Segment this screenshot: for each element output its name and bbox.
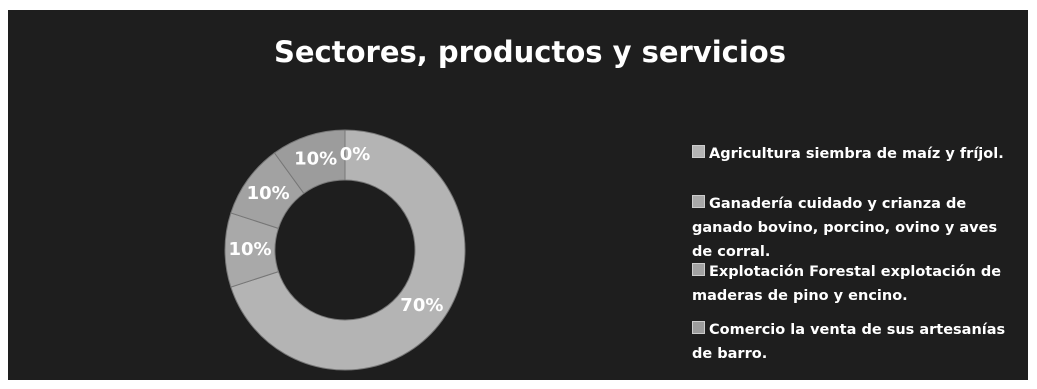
legend-entry: Comercio la venta de sus artesanías de b…	[692, 318, 1012, 366]
data-label: 10%	[247, 183, 290, 204]
legend-label: Agricultura siembra de maíz y fríjol.	[709, 146, 1004, 162]
chart: Sectores, productos y servicios 70%10%10…	[224, 35, 786, 371]
legend-swatch	[692, 321, 705, 334]
donut-slice	[230, 129, 466, 371]
legend-label: Comercio la venta de sus artesanías de b…	[692, 322, 1006, 362]
data-label: 10%	[294, 149, 337, 170]
chart-area: Sectores, productos y servicios 70% 10% 10…	[8, 10, 1028, 380]
legend-entry: Explotación Forestal explotación de made…	[692, 260, 1012, 308]
chart-title: Sectores, productos y servicios	[274, 35, 786, 69]
data-label: 10%	[228, 239, 271, 260]
legend-swatch	[692, 145, 705, 158]
legend-label: Explotación Forestal explotación de made…	[692, 264, 1002, 304]
data-label: 70%	[400, 295, 443, 316]
legend-entry: Ganadería cuidado y crianza de ganado bo…	[692, 192, 1012, 264]
legend-swatch	[692, 263, 705, 276]
data-label: 0%	[340, 144, 371, 165]
legend-swatch	[692, 195, 705, 208]
legend-label: Ganadería cuidado y crianza de ganado bo…	[692, 196, 998, 260]
legend-entry: Agricultura siembra de maíz y fríjol.	[692, 142, 1012, 166]
